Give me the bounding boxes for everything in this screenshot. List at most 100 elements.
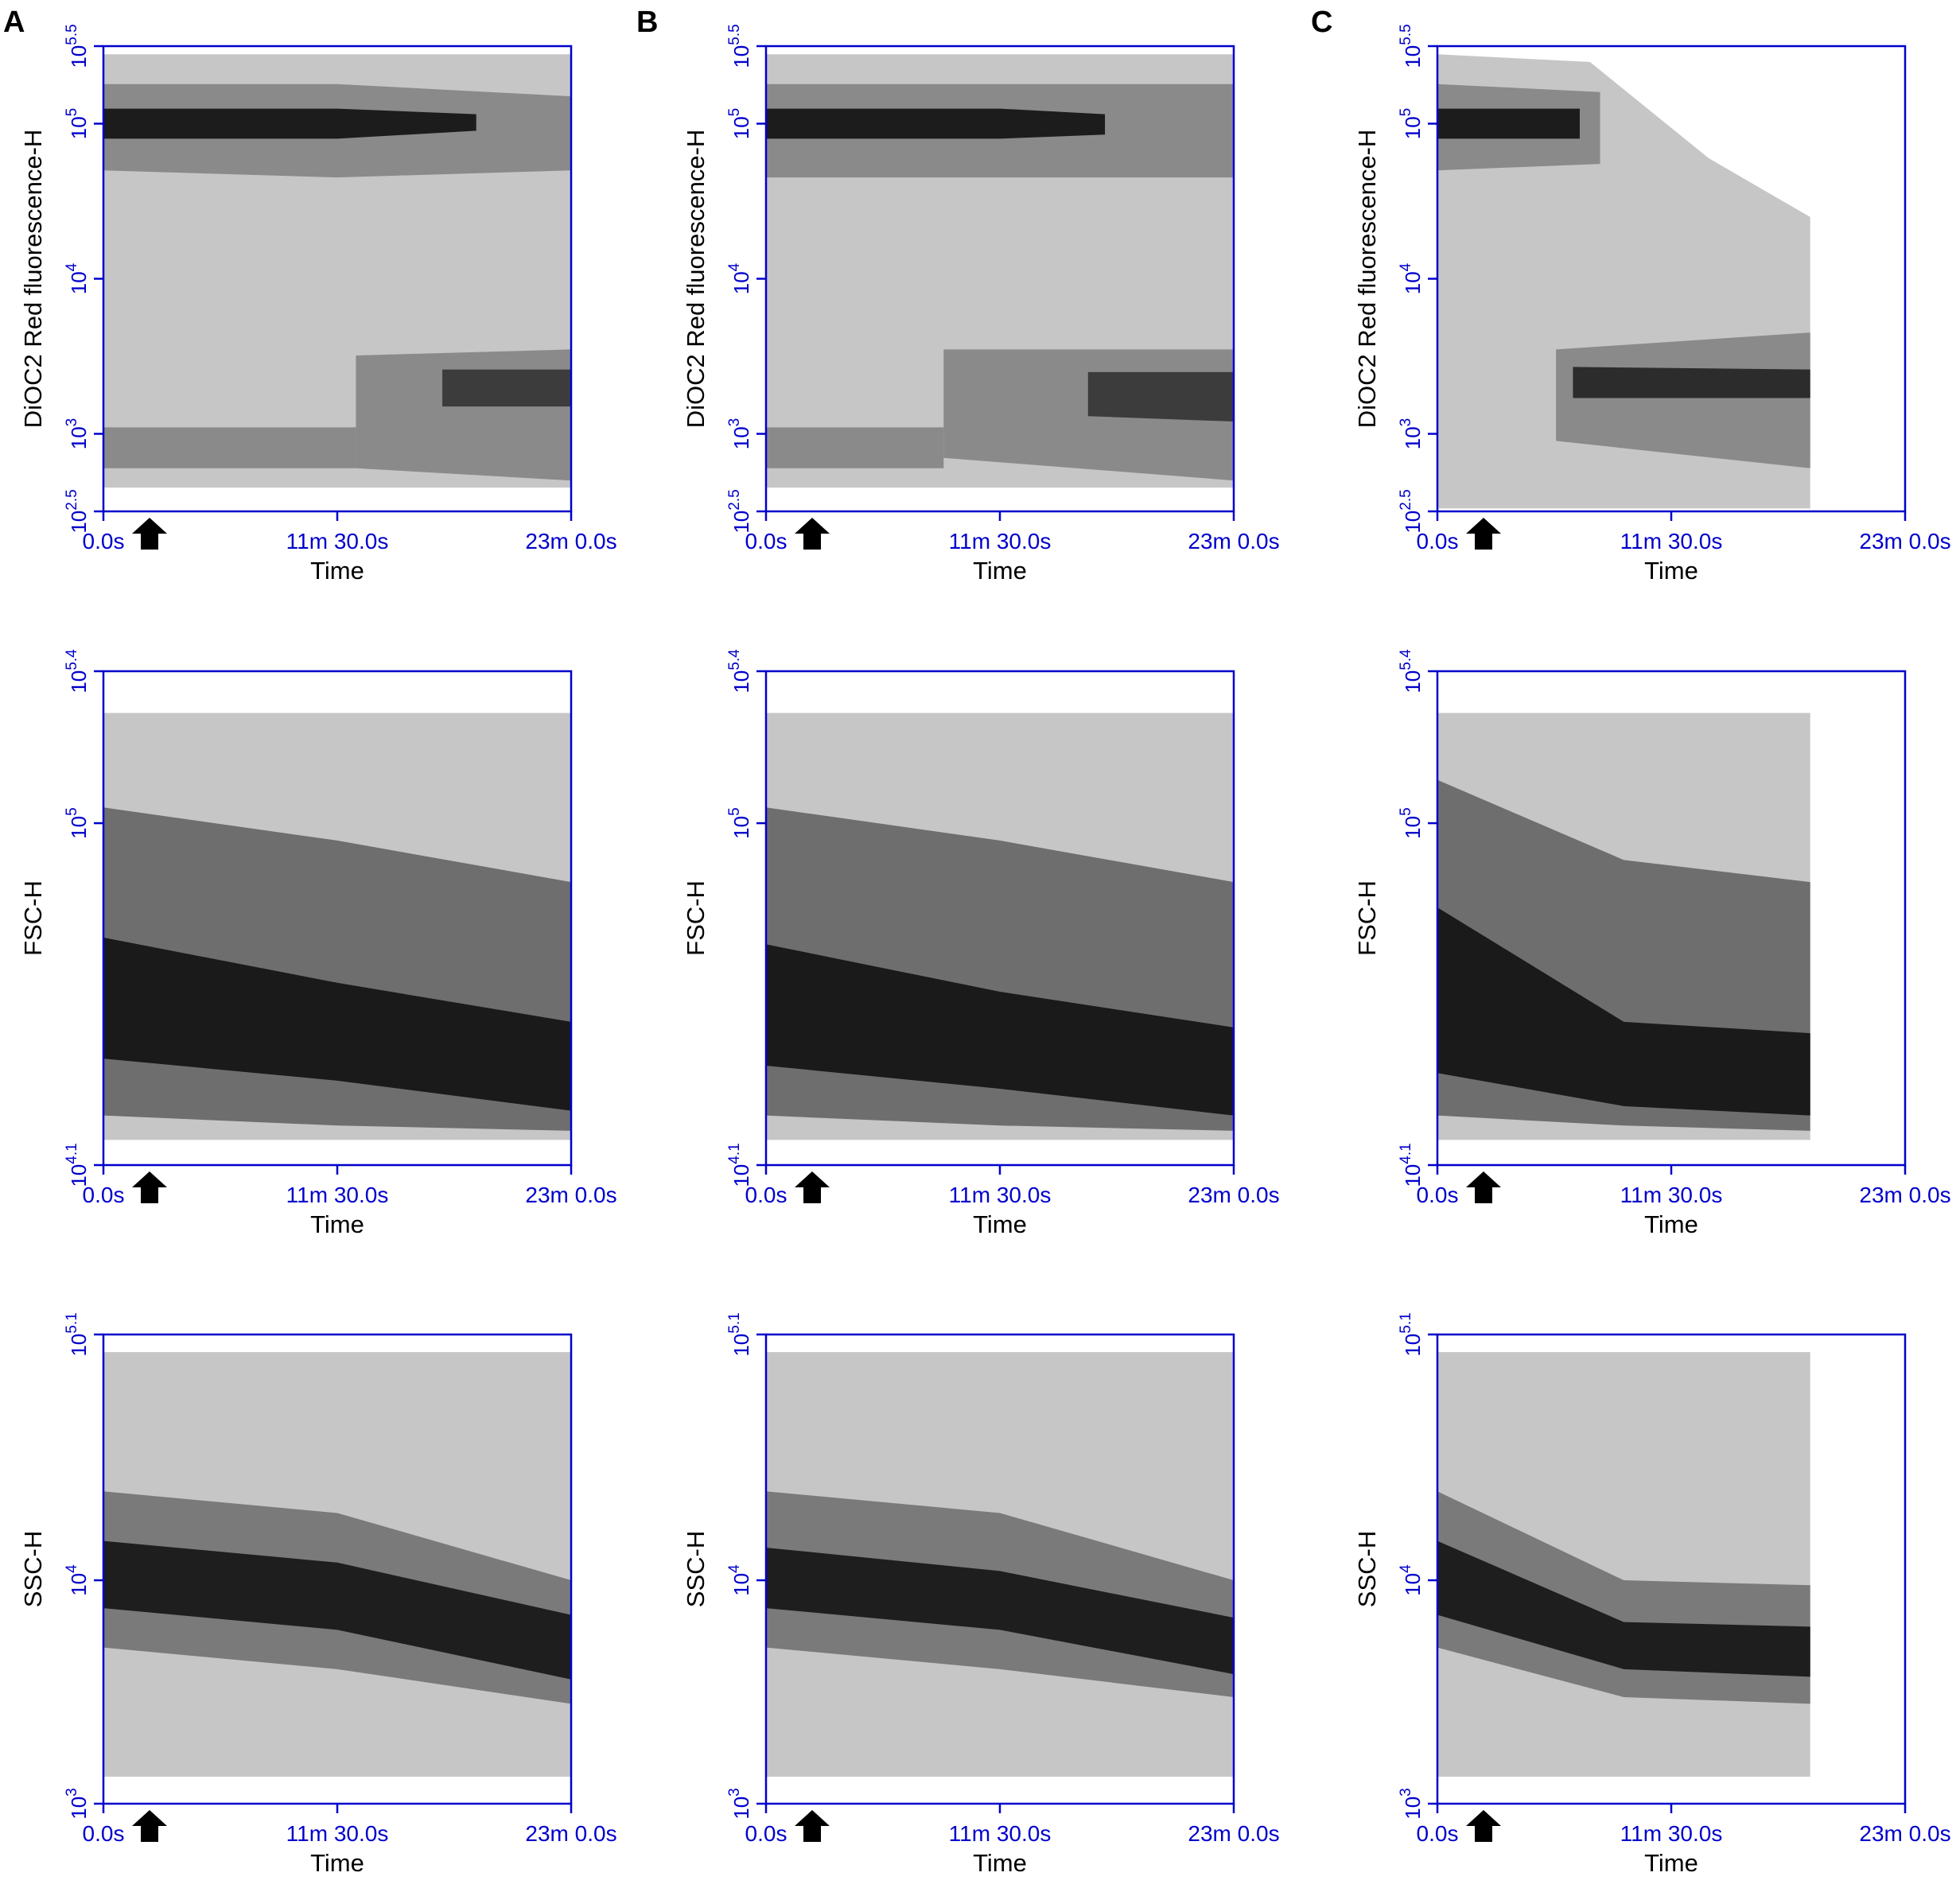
x-tick-label: 23m 0.0s [1188, 1183, 1279, 1207]
y-axis-title: FSC-H [19, 880, 47, 956]
y-tick-label: 104 [64, 1564, 91, 1596]
tick-exponent: 2.5 [726, 489, 743, 510]
tick-base: 10 [1401, 271, 1425, 294]
tick-exponent: 5 [726, 108, 743, 117]
x-tick-label: 23m 0.0s [1859, 1183, 1950, 1207]
y-tick-label: 105.1 [64, 1312, 91, 1356]
y-tick-label: 105.4 [64, 649, 91, 693]
y-tick-label: 105 [726, 807, 753, 839]
tick-base: 10 [729, 1797, 753, 1820]
panel-label: A [3, 6, 25, 39]
density-region [103, 427, 356, 468]
tick-base: 10 [1401, 511, 1425, 534]
density-region [1556, 332, 1810, 468]
x-axis-title: Time [310, 1210, 364, 1238]
tick-exponent: 4 [726, 262, 743, 271]
tick-base: 10 [67, 511, 91, 534]
y-tick-label: 102.5 [1398, 489, 1425, 533]
tick-exponent: 4 [64, 262, 80, 271]
tick-exponent: 2.5 [1398, 489, 1414, 510]
y-axis-title: FSC-H [1353, 880, 1381, 956]
y-tick-label: 105.4 [1398, 649, 1425, 693]
x-tick-label: 23m 0.0s [525, 529, 616, 554]
panel-label: B [636, 6, 658, 39]
y-axis-title: FSC-H [682, 880, 710, 956]
y-tick-label: 104.1 [1398, 1143, 1425, 1187]
y-tick-label: 105.5 [64, 24, 91, 68]
x-tick-label: 11m 30.0s [1620, 529, 1723, 554]
x-tick-label: 11m 30.0s [286, 529, 389, 554]
tick-base: 10 [1401, 45, 1425, 68]
density-region [766, 944, 1234, 1116]
tick-base: 10 [729, 1573, 753, 1596]
arrow [795, 518, 830, 550]
density-region [766, 108, 1106, 139]
x-tick-label: 23m 0.0s [1859, 1821, 1950, 1846]
y-tick-label: 105 [726, 108, 753, 140]
x-tick-label: 0.0s [83, 529, 125, 554]
tick-base: 10 [1401, 1797, 1425, 1820]
density-region [103, 937, 571, 1111]
y-axis-title: DiOC2 Red fluorescence-H [682, 130, 710, 429]
tick-exponent: 5.5 [1398, 24, 1414, 45]
x-axis-title: Time [973, 557, 1027, 585]
y-tick-label: 103 [1398, 418, 1425, 450]
y-axis-title: SSC-H [1353, 1531, 1381, 1607]
tick-base: 10 [67, 1334, 91, 1357]
density-region [356, 349, 571, 481]
tick-base: 10 [67, 1164, 91, 1187]
tick-exponent: 4 [1398, 1564, 1414, 1573]
tick-base: 10 [67, 1797, 91, 1820]
x-tick-label: 0.0s [745, 1183, 788, 1207]
x-tick-label: 23m 0.0s [1188, 1821, 1279, 1846]
tick-exponent: 3 [726, 1788, 743, 1797]
tick-base: 10 [67, 1573, 91, 1596]
tick-exponent: 4 [64, 1564, 80, 1573]
tick-base: 10 [729, 511, 753, 534]
x-tick-label: 0.0s [1417, 1821, 1459, 1846]
x-tick-label: 0.0s [1417, 529, 1459, 554]
tick-exponent: 3 [1398, 1788, 1414, 1797]
tick-base: 10 [729, 45, 753, 68]
y-tick-label: 105 [1398, 108, 1425, 140]
arrow [795, 1810, 830, 1842]
tick-exponent: 4.1 [726, 1143, 743, 1163]
x-axis-title: Time [310, 557, 364, 585]
x-tick-label: 11m 30.0s [286, 1183, 389, 1207]
x-axis-title: Time [1644, 557, 1698, 585]
tick-base: 10 [729, 1334, 753, 1357]
tick-exponent: 4.1 [64, 1143, 80, 1163]
y-axis-title: SSC-H [19, 1531, 47, 1607]
y-tick-label: 104 [726, 1564, 753, 1596]
tick-exponent: 5.5 [64, 24, 80, 45]
x-axis-title: Time [973, 1849, 1027, 1877]
arrow [132, 1171, 167, 1203]
x-tick-label: 11m 30.0s [1620, 1183, 1723, 1207]
tick-exponent: 3 [64, 418, 80, 427]
tick-exponent: 5.1 [726, 1312, 743, 1333]
tick-base: 10 [67, 816, 91, 839]
density-region [1437, 108, 1580, 139]
arrow [795, 1171, 830, 1203]
tick-exponent: 4 [1398, 262, 1414, 271]
tick-exponent: 5 [1398, 807, 1414, 816]
tick-exponent: 4.1 [1398, 1143, 1414, 1163]
tick-exponent: 5.4 [726, 649, 743, 670]
x-tick-label: 11m 30.0s [949, 1821, 1052, 1846]
tick-base: 10 [67, 45, 91, 68]
x-axis-title: Time [1644, 1849, 1698, 1877]
tick-base: 10 [729, 116, 753, 139]
tick-base: 10 [1401, 1334, 1425, 1357]
tick-base: 10 [67, 670, 91, 693]
y-tick-label: 105.1 [1398, 1312, 1425, 1356]
tick-exponent: 5 [64, 807, 80, 816]
tick-base: 10 [1401, 116, 1425, 139]
tick-base: 10 [1401, 1573, 1425, 1596]
y-tick-label: 105.5 [726, 24, 753, 68]
tick-base: 10 [67, 426, 91, 449]
y-tick-label: 102.5 [726, 489, 753, 533]
tick-exponent: 5.5 [726, 24, 743, 45]
y-tick-label: 102.5 [64, 489, 91, 533]
tick-exponent: 5.1 [64, 1312, 80, 1333]
